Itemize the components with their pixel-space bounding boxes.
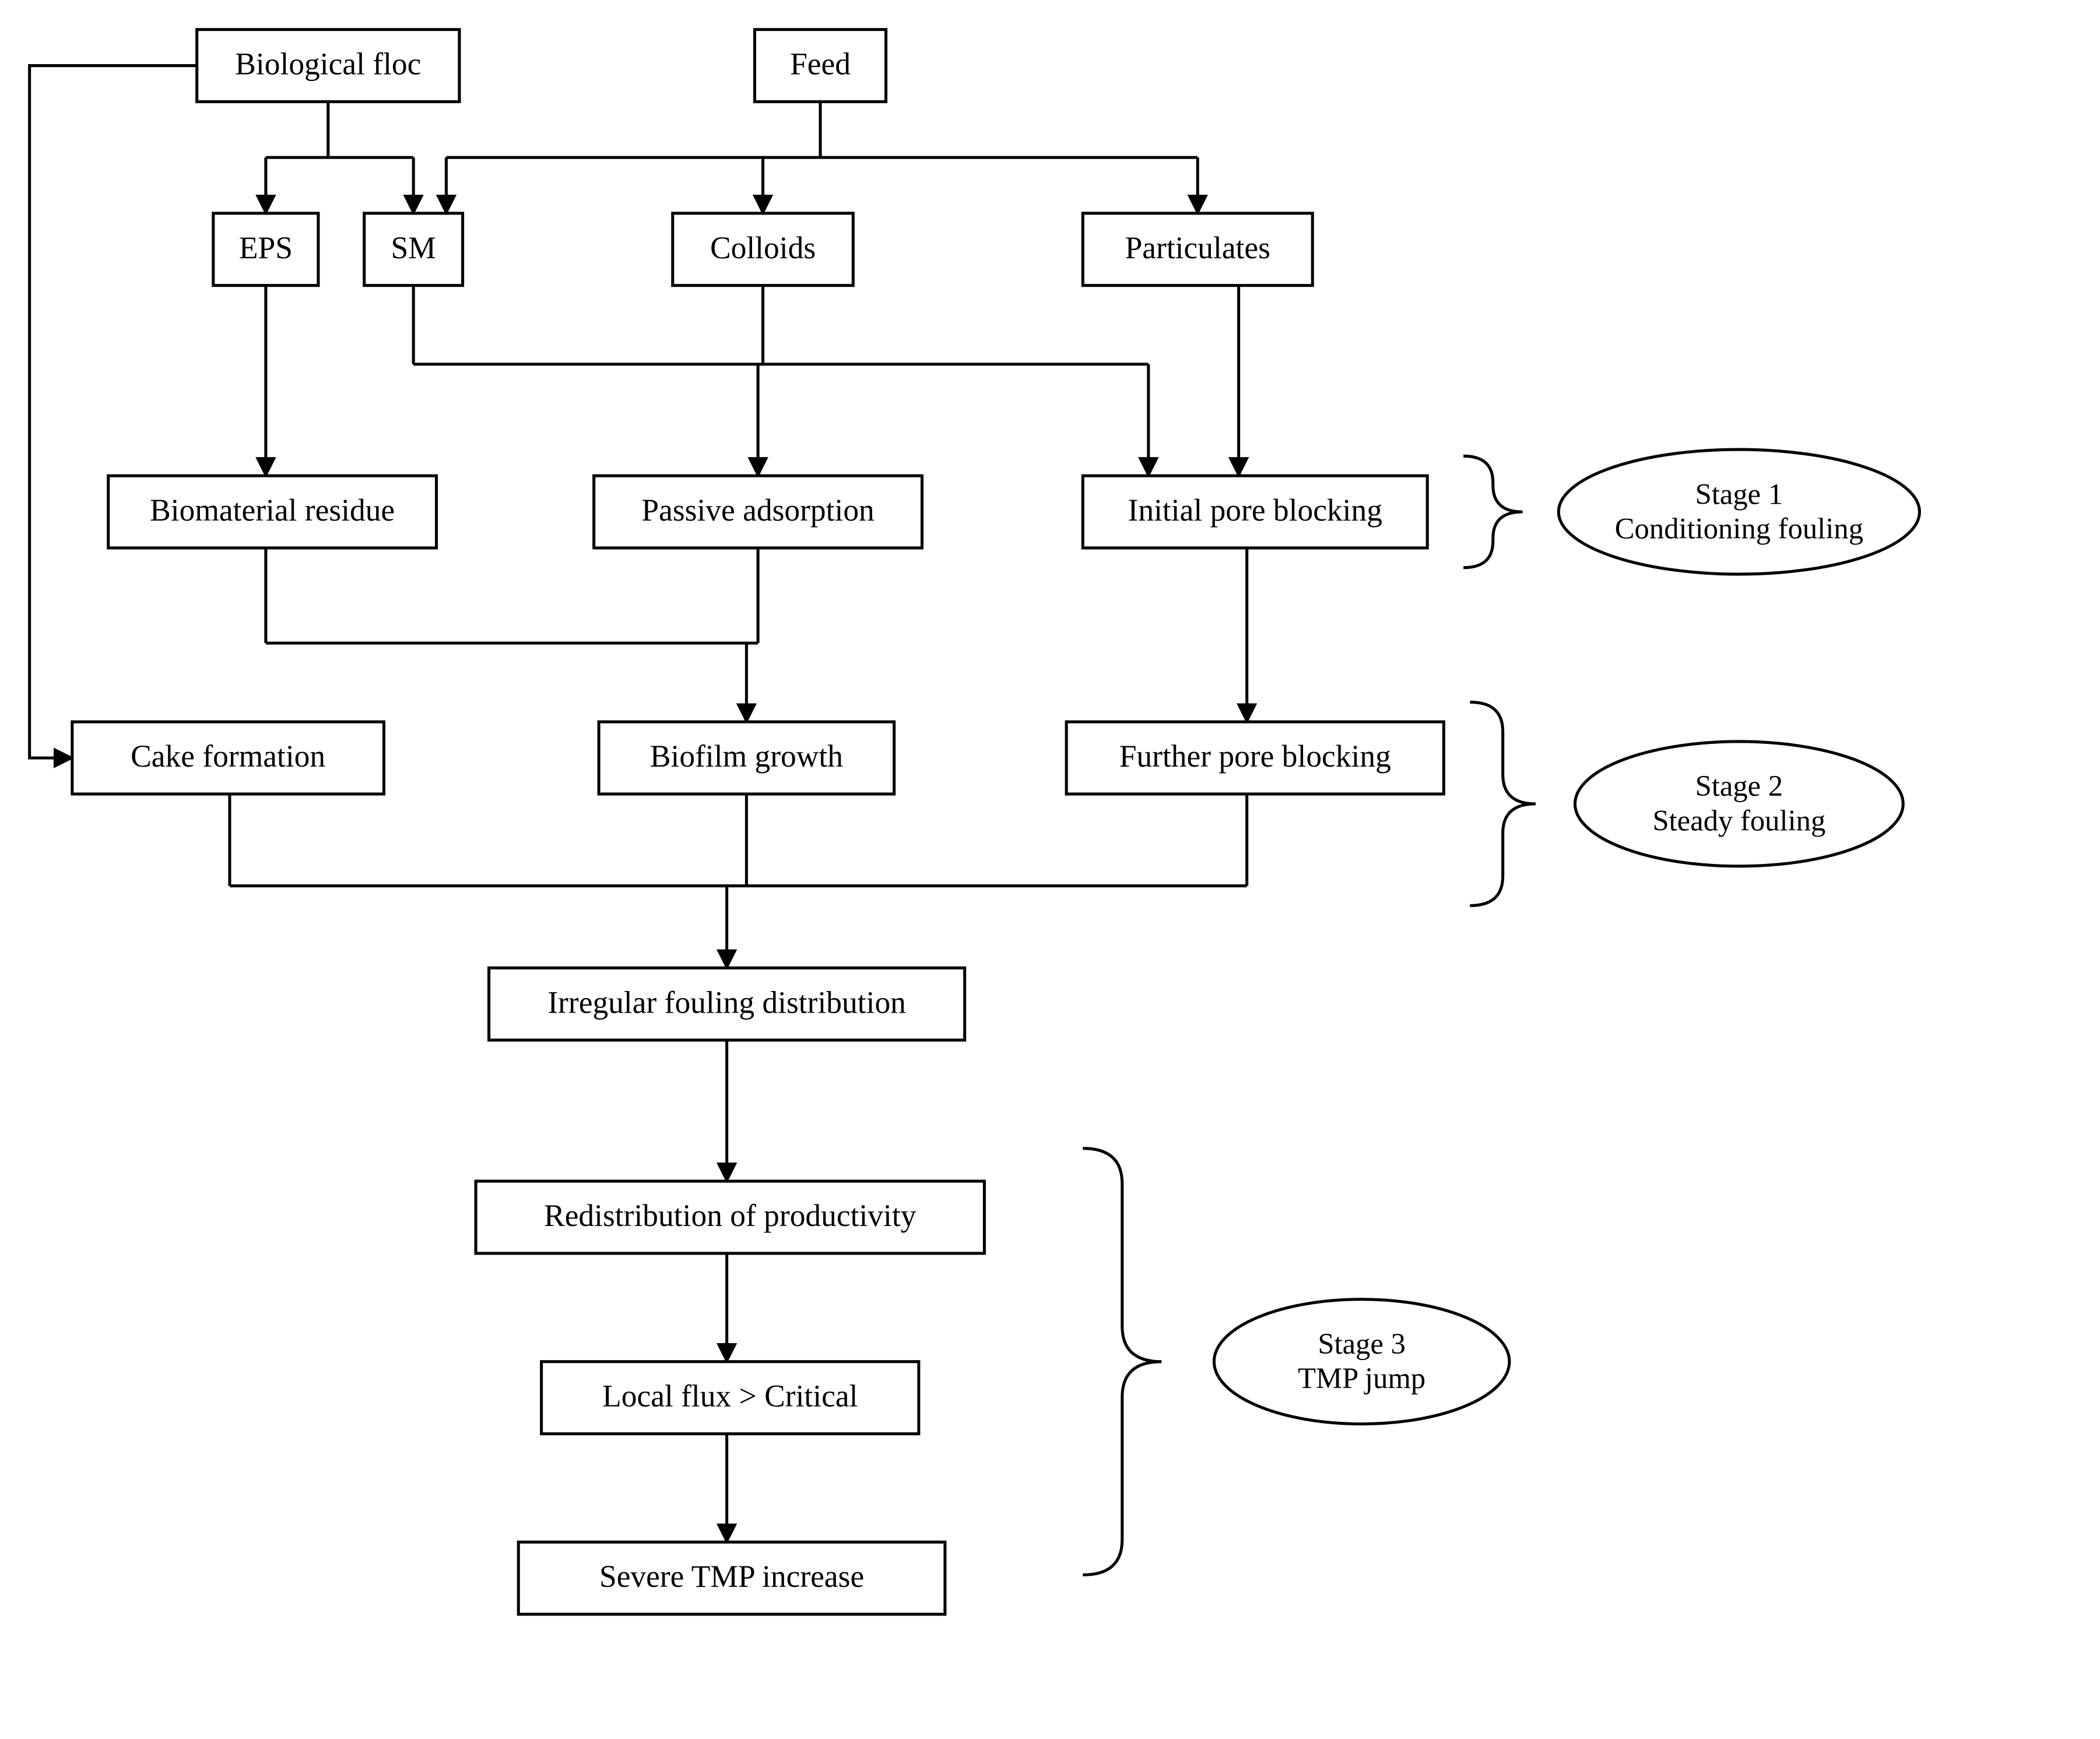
node-passive: Passive adsorption bbox=[594, 476, 922, 548]
node-particulates: Particulates bbox=[1083, 213, 1312, 286]
node-redistribution: Redistribution of productivity bbox=[476, 1181, 984, 1253]
stage-label-line1: Stage 3 bbox=[1318, 1327, 1406, 1360]
node-label: Biofilm growth bbox=[650, 739, 843, 774]
node-initpore: Initial pore blocking bbox=[1083, 476, 1427, 548]
node-cake: Cake formation bbox=[72, 722, 384, 794]
node-biofilm: Biofilm growth bbox=[599, 722, 894, 794]
flowchart-canvas: Biological floc Feed EPS SM Colloids Particul… bbox=[0, 0, 2100, 1739]
node-label: Irregular fouling distribution bbox=[547, 985, 906, 1020]
node-label: SM bbox=[391, 230, 436, 265]
stage-label-line2: Conditioning fouling bbox=[1615, 512, 1863, 544]
node-colloids: Colloids bbox=[673, 213, 854, 286]
node-label: Local flux > Critical bbox=[602, 1379, 858, 1414]
stage-label-line2: TMP jump bbox=[1298, 1362, 1425, 1394]
stage-stage2: Stage 2Steady fouling bbox=[1575, 742, 1904, 866]
stage-stage1: Stage 1Conditioning fouling bbox=[1558, 449, 1919, 574]
node-sm: SM bbox=[364, 213, 463, 286]
node-irregular: Irregular fouling distribution bbox=[489, 968, 965, 1040]
node-label: Colloids bbox=[710, 230, 816, 265]
node-localflux: Local flux > Critical bbox=[542, 1362, 919, 1434]
stage-label-line1: Stage 2 bbox=[1695, 770, 1783, 802]
node-label: Particulates bbox=[1125, 230, 1270, 265]
node-label: Biological floc bbox=[235, 47, 421, 82]
node-label: Biomaterial residue bbox=[150, 493, 395, 528]
node-label: Cake formation bbox=[131, 739, 325, 774]
node-label: Severe TMP increase bbox=[599, 1559, 864, 1594]
node-bio_floc: Biological floc bbox=[197, 30, 459, 102]
node-label: Initial pore blocking bbox=[1128, 493, 1382, 528]
node-label: EPS bbox=[239, 230, 293, 265]
stage-label-line1: Stage 1 bbox=[1695, 477, 1783, 510]
node-label: Feed bbox=[790, 47, 851, 82]
node-label: Passive adsorption bbox=[641, 493, 874, 528]
node-severe: Severe TMP increase bbox=[518, 1542, 945, 1614]
node-furtherpore: Further pore blocking bbox=[1066, 722, 1444, 794]
node-label: Further pore blocking bbox=[1119, 739, 1391, 774]
stage-label-line2: Steady fouling bbox=[1653, 804, 1826, 837]
stage-stage3: Stage 3TMP jump bbox=[1214, 1299, 1509, 1424]
node-eps: EPS bbox=[213, 213, 318, 286]
node-label: Redistribution of productivity bbox=[544, 1198, 916, 1233]
node-feed: Feed bbox=[754, 30, 886, 102]
node-biomat: Biomaterial residue bbox=[108, 476, 437, 548]
